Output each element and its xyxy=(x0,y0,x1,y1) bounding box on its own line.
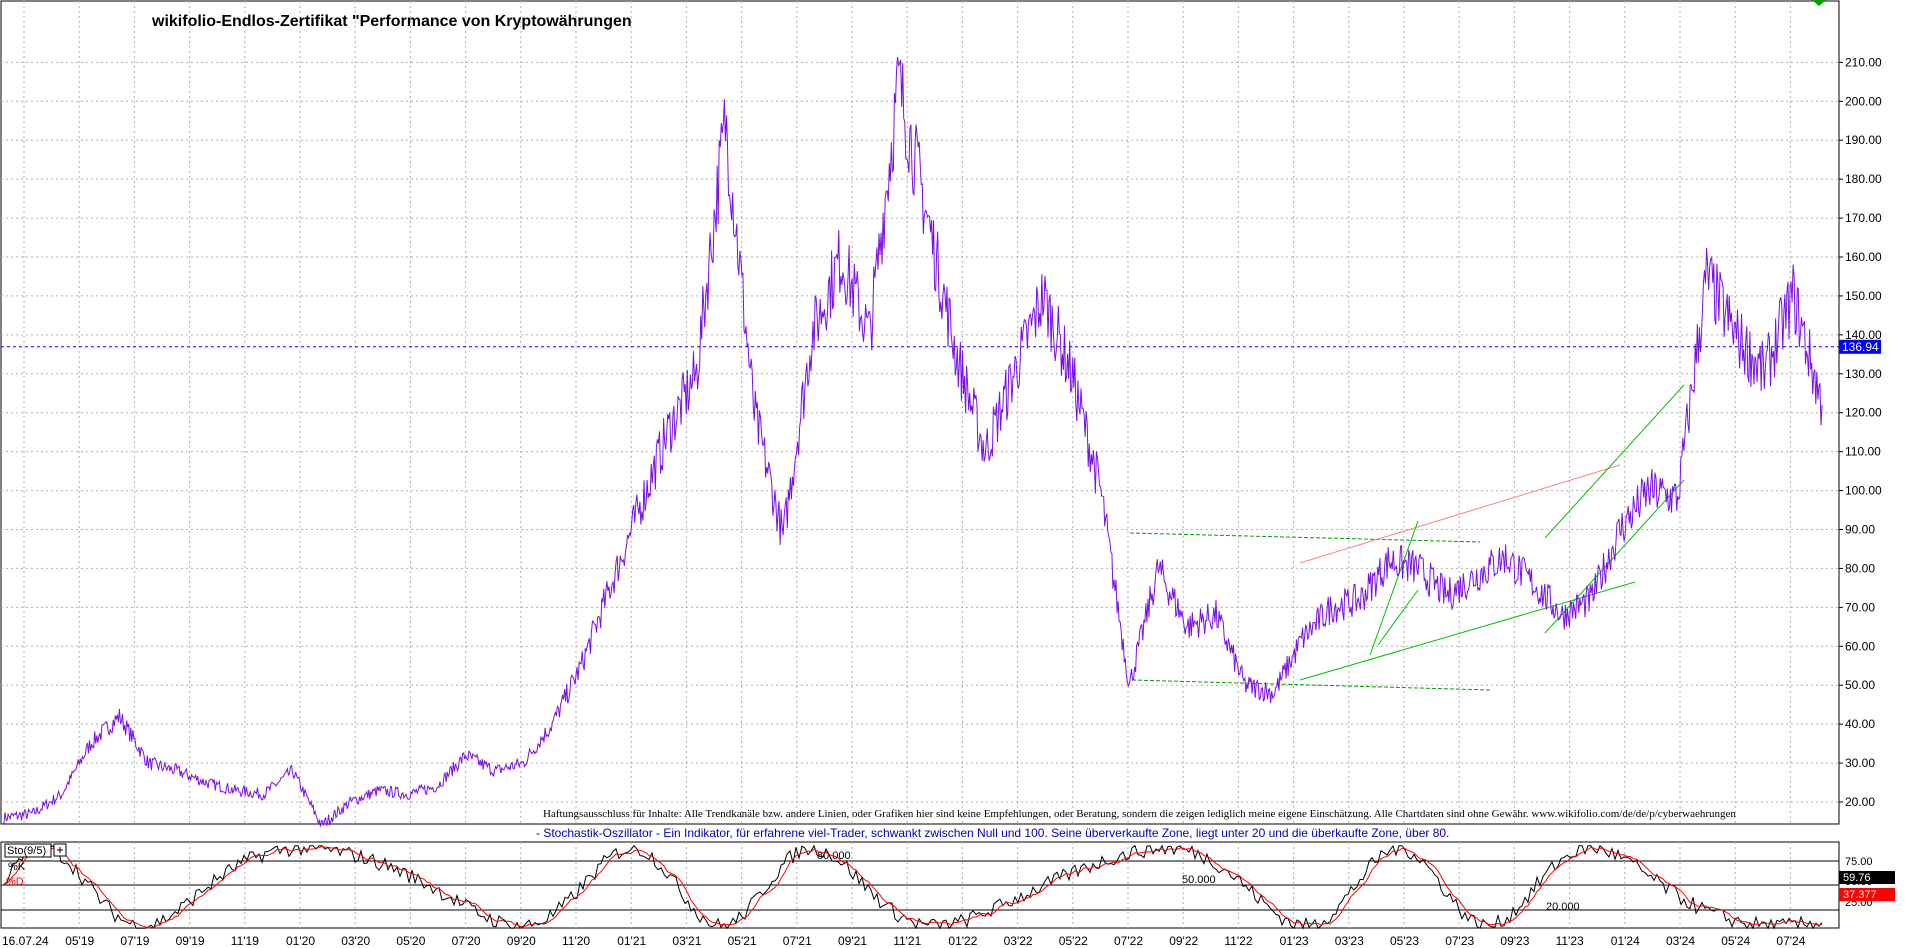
osc-d-value: 37.377 xyxy=(1843,889,1877,901)
osc-d-value-box xyxy=(1839,888,1895,901)
trendlines xyxy=(1129,384,1685,691)
price-y-tick-label: 160.00 xyxy=(1845,250,1882,264)
x-tick-label: 01'22 xyxy=(948,934,977,948)
trend-resistance-red xyxy=(1299,464,1621,564)
price-y-tick-label: 120.00 xyxy=(1845,406,1882,420)
price-y-tick-label: 100.00 xyxy=(1845,484,1882,498)
x-tick-label: 03'22 xyxy=(1004,934,1033,948)
x-tick-label: 01'21 xyxy=(617,934,646,948)
price-y-tick-label: 80.00 xyxy=(1845,561,1875,575)
x-tick-label: 07'23 xyxy=(1445,934,1474,948)
x-tick-label: 01'24 xyxy=(1611,934,1640,948)
price-y-tick-label: 170.00 xyxy=(1845,211,1882,225)
x-tick-label: 11'19 xyxy=(231,934,259,948)
osc-k-legend: %K xyxy=(8,861,26,873)
x-tick-label: 09'23 xyxy=(1500,934,1529,948)
x-tick-label: 05'23 xyxy=(1390,934,1419,948)
x-tick-label: 05'22 xyxy=(1059,934,1088,948)
price-y-tick-label: 60.00 xyxy=(1845,639,1875,653)
stochastic-description: - Stochastik-Oszillator - Ein Indikator,… xyxy=(536,826,1449,840)
price-y-tick-label: 30.00 xyxy=(1845,756,1875,770)
x-tick-label: 07'20 xyxy=(452,934,481,948)
x-tick-label: 09'21 xyxy=(838,934,867,948)
price-y-tick-label: 150.00 xyxy=(1845,289,1882,303)
stochastic-d-line xyxy=(3,845,1823,929)
x-tick-label: 09'22 xyxy=(1169,934,1198,948)
price-y-tick-label: 200.00 xyxy=(1845,94,1882,108)
x-tick-label: 07'21 xyxy=(783,934,812,948)
x-tick-label: 03'23 xyxy=(1335,934,1364,948)
x-tick-label: 16.07.24 xyxy=(2,934,49,948)
time-x-axis: 16.07.24 05'19 07'19 09'19 11'19 01'20 03'20 05… xyxy=(2,934,1806,948)
osc-label-box[interactable] xyxy=(4,843,52,858)
x-tick-label: 01'23 xyxy=(1280,934,1309,948)
x-tick-label: 07'19 xyxy=(120,934,149,948)
price-y-tick-label: 190.00 xyxy=(1845,133,1882,147)
price-y-tick-label: 210.00 xyxy=(1845,55,1882,69)
x-tick-label: 03'20 xyxy=(341,934,370,948)
stochastic-k-line xyxy=(3,844,1823,930)
x-tick-label: 05'19 xyxy=(65,934,94,948)
trend-channel-top xyxy=(1129,532,1481,543)
disclaimer-text: Haftungsausschluss für Inhalte: Alle Tre… xyxy=(543,808,1736,820)
osc-label[interactable]: Sto(9/5) xyxy=(7,845,46,857)
x-tick-label: 09'20 xyxy=(507,934,536,948)
x-tick-label: 05'24 xyxy=(1721,934,1750,948)
price-y-axis: 210.00 200.00 190.00 180.00 170.00 160.00 150.… xyxy=(1839,55,1882,809)
osc-k-value-box xyxy=(1839,871,1895,884)
trend-support-long xyxy=(1299,581,1636,681)
price-y-tick-label: 20.00 xyxy=(1845,795,1875,809)
price-series-line xyxy=(3,56,1823,827)
x-tick-label: 03'24 xyxy=(1666,934,1695,948)
x-tick-label: 03'21 xyxy=(672,934,701,948)
x-tick-label: 05'20 xyxy=(396,934,425,948)
x-tick-label: 07'24 xyxy=(1776,934,1805,948)
trend-channel-2023-low xyxy=(1377,589,1419,646)
price-y-tick-label: 140.00 xyxy=(1845,328,1882,342)
scroll-indicator-icon[interactable] xyxy=(1812,0,1826,6)
chart-title: wikifolio-Endlos-Zertifikat "Performance… xyxy=(151,13,632,30)
x-tick-label: 07'22 xyxy=(1114,934,1143,948)
price-y-tick-label: 70.00 xyxy=(1845,600,1875,614)
x-tick-label: 11'22 xyxy=(1224,934,1252,948)
price-y-tick-label: 180.00 xyxy=(1845,172,1882,186)
x-tick-label: 11'21 xyxy=(893,934,921,948)
price-y-tick-label: 90.00 xyxy=(1845,523,1875,537)
price-y-tick-label: 130.00 xyxy=(1845,367,1882,381)
osc-level-20-label: 20.000 xyxy=(1546,901,1580,913)
current-price-label: 136.94 xyxy=(1842,340,1879,354)
price-y-tick-label: 40.00 xyxy=(1845,717,1875,731)
x-tick-label: 01'20 xyxy=(286,934,315,948)
trend-channel-2024-top xyxy=(1544,384,1685,539)
osc-y-tick-label: 75.00 xyxy=(1845,856,1873,868)
x-tick-label: 11'23 xyxy=(1556,934,1584,948)
osc-k-value: 59.76 xyxy=(1843,872,1871,884)
osc-level-50-label: 50.000 xyxy=(1182,874,1216,886)
osc-d-legend: %D xyxy=(6,876,24,888)
oscillator-grid xyxy=(23,842,1791,928)
trend-channel-2023-up xyxy=(1369,520,1419,656)
current-price-box xyxy=(1839,339,1881,354)
price-y-tick-label: 110.00 xyxy=(1845,445,1881,459)
price-y-tick-label: 50.00 xyxy=(1845,678,1875,692)
x-tick-label: 09'19 xyxy=(176,934,205,948)
x-tick-label: 05'21 xyxy=(728,934,757,948)
price-grid xyxy=(1,1,1839,824)
x-tick-label: 11'20 xyxy=(562,934,590,948)
